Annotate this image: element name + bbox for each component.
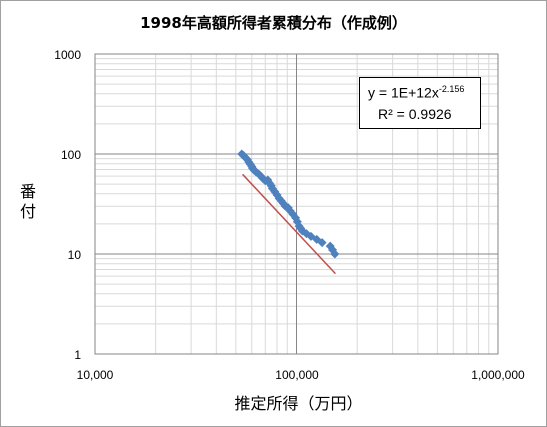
y-tick-1: 1 (74, 348, 81, 362)
power-trendline (242, 173, 336, 275)
plot-border (94, 53, 499, 355)
trendline-label: y = 1E+12x-2.156 R² = 0.9926 (359, 77, 481, 129)
chart-title: 1998年高額所得者累積分布（作成例） (140, 14, 407, 32)
y-axis-label: 番付 (19, 182, 36, 221)
trendline-equation: y = 1E+12x-2.156 (368, 84, 464, 101)
equation-prefix: y = 1E+12x (368, 84, 439, 101)
data-points (237, 149, 340, 259)
y-tick-10: 10 (68, 248, 82, 262)
y-tick-100: 100 (61, 148, 81, 162)
x-tick-1000000: 1,000,000 (471, 368, 525, 382)
x-tick-10000: 10,000 (77, 368, 114, 382)
x-axis-label: 推定所得（万円） (234, 394, 363, 413)
x-tick-100000: 100,000 (275, 368, 319, 382)
y-tick-1000: 1000 (54, 48, 81, 62)
data-point (330, 249, 340, 259)
equation-exponent: -2.156 (438, 84, 465, 94)
trendline-r-squared: R² = 0.9926 (378, 106, 452, 122)
data-point (317, 238, 327, 248)
